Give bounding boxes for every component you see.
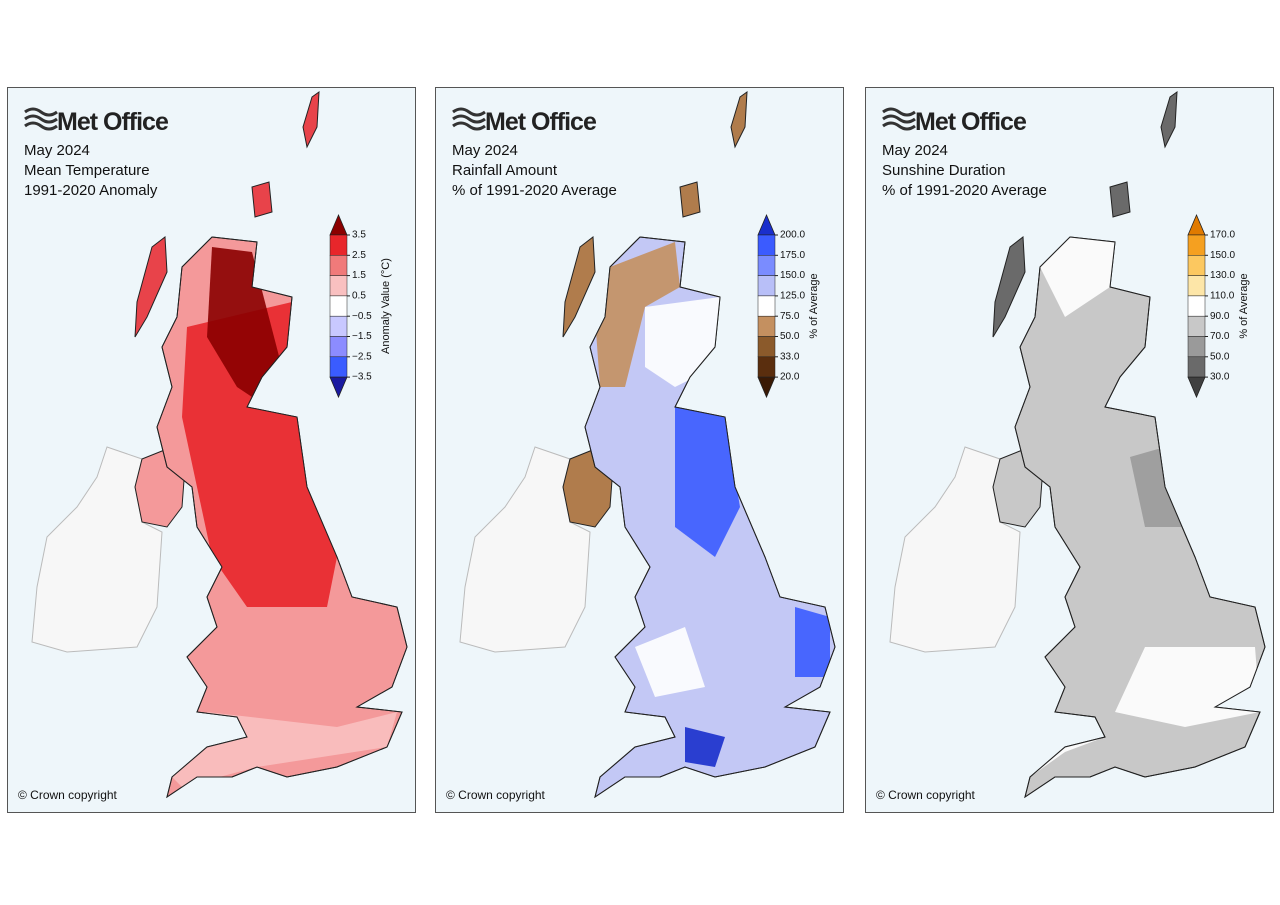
logo-wave (452, 107, 486, 117)
colorbar-tick-label: −3.5 (352, 372, 372, 383)
colorbar-segment (329, 275, 348, 297)
logo-wave (24, 114, 58, 124)
colorbar-segment (757, 315, 776, 337)
colorbar-tick-label: 130.0 (1210, 270, 1235, 281)
colorbar-segment (1187, 336, 1206, 358)
logo-wave (882, 121, 916, 131)
title-line: Rainfall Amount (452, 162, 558, 179)
colorbar-cap-bottom (757, 376, 776, 399)
colorbar-segment (1187, 315, 1206, 337)
title-line: May 2024 (882, 142, 948, 159)
colorbar-label: % of Average (1238, 273, 1250, 338)
colorbar-segment (329, 356, 348, 378)
panel: Met Office May 2024 Mean Temperature 1991-2… (7, 87, 416, 813)
colorbar-segment (757, 234, 776, 256)
title-line: Sunshine Duration (882, 162, 1005, 179)
colorbar-cap-bottom (1187, 376, 1206, 399)
island (679, 181, 701, 218)
colorbar-segment (757, 255, 776, 276)
copyright: © Crown copyright (876, 788, 976, 802)
colorbar-tick-label: −2.5 (352, 351, 372, 362)
title-line: May 2024 (24, 142, 90, 159)
colorbar-tick-label: 50.0 (780, 331, 800, 342)
island (251, 181, 273, 218)
panel: Met Office May 2024 Sunshine Duration % of … (865, 87, 1274, 813)
map-region (635, 627, 705, 697)
colorbar-segment (757, 356, 776, 378)
logo-text: Met Office (485, 108, 597, 136)
logo-wave (882, 114, 916, 124)
colorbar-tick-label: 90.0 (1210, 311, 1230, 322)
logo-wave (452, 114, 486, 124)
colorbar-tick-label: 33.0 (780, 351, 800, 362)
map-region (795, 607, 830, 677)
logo-wave (882, 107, 916, 117)
logo-icon (24, 107, 58, 131)
map (459, 91, 836, 798)
colorbar-tick-label: −0.5 (352, 311, 372, 322)
copyright: © Crown copyright (446, 788, 546, 802)
colorbar-segment (329, 234, 348, 256)
copyright: © Crown copyright (18, 788, 118, 802)
colorbar-segment (1187, 255, 1206, 276)
colorbar-tick-label: 3.5 (352, 230, 366, 241)
colorbar-tick-label: 75.0 (780, 311, 800, 322)
map-region (207, 247, 287, 407)
colorbar-tick-label: 125.0 (780, 291, 805, 302)
colorbar-tick-label: 150.0 (1210, 250, 1235, 261)
colorbar-segment (329, 295, 348, 317)
island (1109, 181, 1131, 218)
logo-icon (452, 107, 486, 131)
colorbar-tick-label: 70.0 (1210, 331, 1230, 342)
colorbar-tick-label: 20.0 (780, 372, 800, 383)
colorbar-tick-label: −1.5 (352, 331, 372, 342)
colorbar-segment (757, 295, 776, 317)
map-region (685, 727, 725, 767)
colorbar-label: Anomaly Value (°C) (380, 258, 392, 354)
colorbar-segment (1187, 356, 1206, 378)
colorbar-segment (329, 255, 348, 276)
colorbar-tick-label: 0.5 (352, 291, 366, 302)
title-line: May 2024 (452, 142, 518, 159)
logo-text: Met Office (57, 108, 169, 136)
colorbar-tick-label: 170.0 (1210, 230, 1235, 241)
colorbar-segment (757, 336, 776, 358)
logo-wave (24, 121, 58, 131)
colorbar-segment (1187, 234, 1206, 256)
map-region (1040, 237, 1115, 317)
panel: Met Office May 2024 Rainfall Amount % of 19… (435, 87, 844, 813)
logo-icon (882, 107, 916, 131)
colorbar-tick-label: 110.0 (1210, 291, 1235, 302)
colorbar-tick-label: 1.5 (352, 270, 366, 281)
title-line: % of 1991-2020 Average (452, 182, 617, 199)
colorbar-segment (757, 275, 776, 297)
logo-wave (452, 121, 486, 131)
map-region (675, 407, 740, 557)
map-region (595, 242, 680, 387)
colorbar-segment (1187, 275, 1206, 297)
colorbar-segment (329, 315, 348, 337)
logo-text: Met Office (915, 108, 1027, 136)
title-line: 1991-2020 Anomaly (24, 182, 158, 199)
colorbar-segment (1187, 295, 1206, 317)
colorbar-segment (329, 336, 348, 358)
logo-wave (24, 107, 58, 117)
colorbar-tick-label: 50.0 (1210, 351, 1230, 362)
colorbar-tick-label: 30.0 (1210, 372, 1230, 383)
colorbar-tick-label: 175.0 (780, 250, 805, 261)
colorbar-tick-label: 150.0 (780, 270, 805, 281)
title-line: Mean Temperature (24, 162, 150, 179)
colorbar-tick-label: 200.0 (780, 230, 805, 241)
colorbar-tick-label: 2.5 (352, 250, 366, 261)
colorbar-label: % of Average (808, 273, 820, 338)
title-line: % of 1991-2020 Average (882, 182, 1047, 199)
colorbar-cap-bottom (329, 376, 348, 399)
